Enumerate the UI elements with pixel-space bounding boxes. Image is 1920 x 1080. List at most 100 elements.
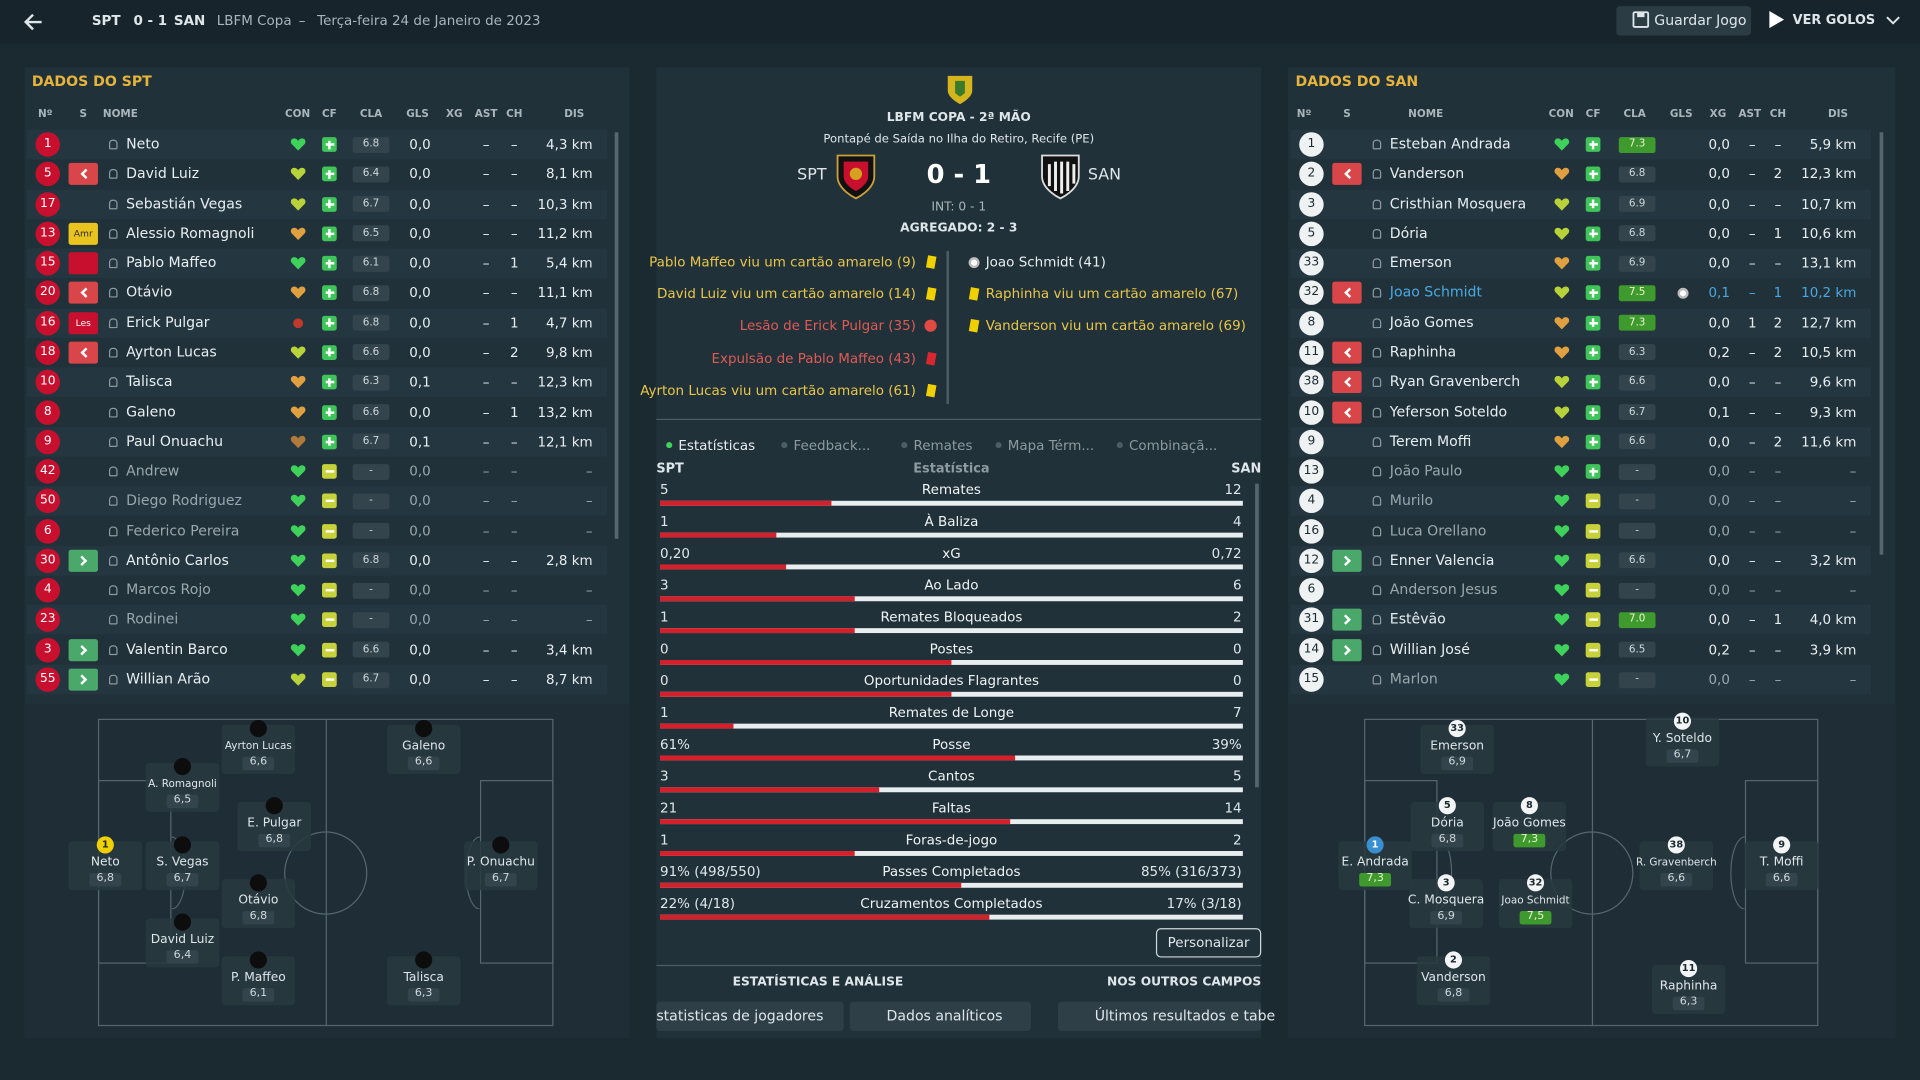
pitch-rating: 7,3: [1366, 872, 1384, 885]
footer-button[interactable]: [1057, 1001, 1262, 1032]
player-name[interactable]: Talisca: [126, 372, 173, 390]
footer-button-label[interactable]: Últimos resultados e tabe: [1094, 1006, 1276, 1024]
player-name[interactable]: Alessio Romagnoli: [126, 224, 255, 242]
player-name[interactable]: Erick Pulgar: [126, 313, 210, 331]
pitch-rating-box: [407, 756, 440, 770]
player-name[interactable]: Yeferson Soteldo: [1389, 402, 1508, 420]
player-name[interactable]: Andrew: [126, 462, 180, 480]
player-name[interactable]: Dória: [1389, 224, 1428, 242]
label[interactable]: VER GOLOS: [1792, 13, 1876, 28]
scrollbar: [614, 132, 619, 539]
chances: 2: [510, 344, 519, 361]
player-name[interactable]: Ryan Gravenberch: [1389, 372, 1521, 390]
footer-button-label[interactable]: Dados analíticos: [886, 1006, 1003, 1024]
assists: –: [1748, 195, 1756, 212]
player-name[interactable]: João Gomes: [1389, 313, 1474, 331]
fitness-bar: [1588, 500, 1598, 503]
rating-box: [352, 523, 390, 539]
save-button[interactable]: [1616, 6, 1752, 36]
player-name[interactable]: Cristhian Mosquera: [1389, 194, 1527, 212]
rating-box: [352, 195, 390, 212]
player-name[interactable]: Enner Valencia: [1389, 551, 1495, 569]
player-name[interactable]: Otávio: [126, 283, 173, 301]
player-name[interactable]: Estêvão: [1389, 610, 1446, 628]
column-header: GLS: [406, 108, 429, 121]
fitness-bar: [1591, 288, 1595, 298]
player-name[interactable]: Marcos Rojo: [126, 580, 211, 599]
xg: 0,0: [409, 195, 431, 212]
person-icon: [108, 555, 117, 566]
fitness-bar: [325, 559, 334, 562]
tab[interactable]: Feedback...: [793, 437, 871, 454]
assists: 1: [1747, 314, 1757, 331]
player-name[interactable]: Raphinha: [1389, 343, 1457, 361]
column-header: GLS: [1669, 108, 1693, 121]
player-name[interactable]: Terem Moffi: [1389, 432, 1472, 450]
player-name[interactable]: João Paulo: [1389, 462, 1463, 480]
player-name[interactable]: Vanderson: [1389, 164, 1465, 182]
player-name[interactable]: Emerson: [1389, 253, 1452, 272]
player-name[interactable]: Murilo: [1389, 491, 1434, 509]
player-name[interactable]: Willian José: [1389, 640, 1470, 658]
player-name[interactable]: Galeno: [126, 402, 176, 420]
pitch-player-name: Emerson: [1430, 739, 1485, 754]
assists: –: [482, 225, 490, 242]
player-name[interactable]: Esteban Andrada: [1389, 135, 1511, 153]
pitch-rating-box: [166, 872, 199, 886]
player-name[interactable]: Pablo Maffeo: [126, 253, 217, 272]
rating: -: [1635, 584, 1640, 597]
stat-bar-home: [660, 500, 832, 506]
xg: 0,0: [1708, 612, 1730, 629]
pitch-circle: [284, 830, 368, 915]
player-name[interactable]: Sebastián Vegas: [126, 194, 243, 212]
player-name[interactable]: Paul Onuachu: [126, 432, 224, 450]
footer-button-label[interactable]: statisticas de jogadores: [656, 1006, 824, 1024]
back-button[interactable]: [22, 10, 46, 34]
player-number: 10: [39, 374, 56, 389]
column-header: CH: [1769, 108, 1787, 121]
footer-button[interactable]: [849, 1001, 1032, 1032]
stat-name: Passes Completados: [882, 863, 1021, 880]
player-name[interactable]: Neto: [126, 135, 160, 153]
pitch-rating-box: [1359, 872, 1392, 886]
tab[interactable]: Mapa Térm...: [1007, 437, 1095, 454]
player-name[interactable]: Marlon: [1389, 670, 1438, 688]
player-name[interactable]: Ayrton Lucas: [126, 343, 217, 361]
person-icon: [1372, 407, 1381, 417]
tab[interactable]: Estatísticas: [678, 437, 756, 454]
dropdown-icon[interactable]: [1886, 15, 1901, 27]
player-name[interactable]: Federico Pereira: [126, 521, 240, 539]
rating: 6.6: [362, 405, 380, 418]
player-token: [96, 836, 114, 854]
player-token-number: 5: [1443, 799, 1451, 811]
player-token-number: 1: [1371, 838, 1379, 850]
assists: –: [482, 255, 490, 272]
player-name[interactable]: Diego Rodriguez: [126, 491, 242, 509]
footer-button[interactable]: [656, 1001, 844, 1032]
player-name[interactable]: Antônio Carlos: [126, 551, 229, 569]
tab-bullet: [665, 441, 672, 448]
player-number: 32: [1303, 285, 1320, 300]
customize-label[interactable]: Personalizar: [1167, 934, 1250, 951]
player-name[interactable]: Joao Schmidt: [1389, 283, 1482, 301]
assists: –: [1748, 612, 1756, 629]
fitness-bar: [325, 470, 334, 473]
rating: 6.7: [362, 197, 380, 210]
rating-box: [352, 404, 390, 421]
player-number-badge: [35, 548, 61, 573]
player-number-badge: [35, 340, 61, 365]
player-name[interactable]: Willian Arão: [126, 670, 211, 688]
player-name[interactable]: Anderson Jesus: [1389, 580, 1498, 599]
chances: –: [510, 433, 518, 450]
customize-button[interactable]: [1155, 928, 1262, 958]
label[interactable]: Guardar Jogo: [1654, 11, 1747, 29]
tab[interactable]: Remates: [913, 437, 973, 454]
assists: –: [1748, 225, 1756, 242]
player-name[interactable]: Rodinei: [126, 610, 179, 628]
player-name[interactable]: Luca Orellano: [1389, 521, 1487, 539]
player-name[interactable]: Valentin Barco: [126, 640, 228, 658]
player-name[interactable]: David Luiz: [126, 164, 200, 182]
rating: 7.5: [1628, 286, 1646, 299]
chances: –: [1774, 463, 1782, 480]
tab[interactable]: Combinaçã...: [1128, 437, 1218, 454]
